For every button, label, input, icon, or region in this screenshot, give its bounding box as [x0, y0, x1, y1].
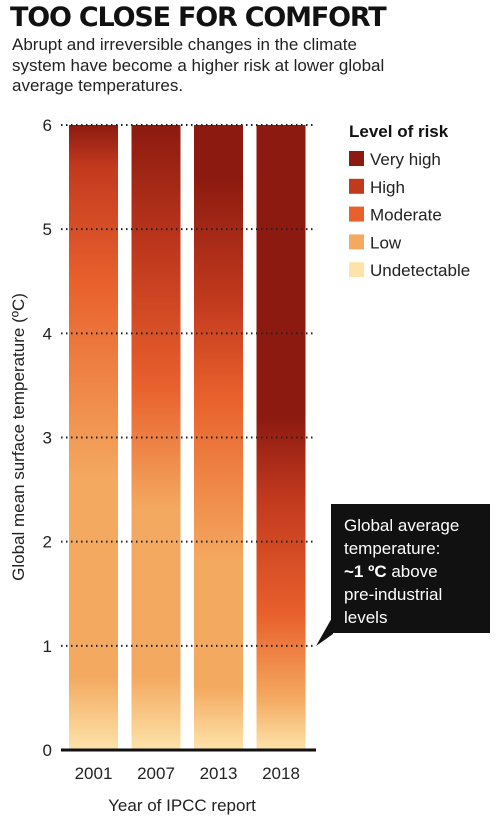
legend-title: Level of risk	[349, 122, 449, 141]
y-tick-label-2: 2	[43, 533, 52, 552]
y-tick-label-3: 3	[43, 429, 52, 448]
x-tick-label-2001: 2001	[75, 764, 113, 783]
callout-line-1: Global average	[344, 516, 459, 535]
callout-line-4: pre-industrial	[344, 585, 442, 604]
chart-title: TOO CLOSE FOR COMFORT	[10, 2, 387, 33]
y-tick-label-1: 1	[43, 637, 52, 656]
callout-line-3-rest: above	[387, 562, 438, 581]
legend-swatch-low	[349, 234, 364, 250]
x-ticks-group: 2001 2007 2013 2018	[75, 764, 300, 783]
annotation-callout: Global average temperature: ~1 ºC above …	[316, 504, 490, 646]
legend-label-moderate: Moderate	[370, 206, 442, 225]
y-tick-label-4: 4	[43, 324, 52, 343]
callout-line-3-bold: ~1 ºC	[344, 562, 387, 581]
callout-line-2: temperature:	[344, 539, 440, 558]
legend-swatch-undetectable	[349, 262, 364, 278]
y-tick-label-6: 6	[43, 116, 52, 135]
legend-label-low: Low	[370, 233, 402, 252]
x-tick-label-2007: 2007	[137, 764, 175, 783]
x-axis-label: Year of IPCC report	[108, 796, 256, 815]
x-tick-label-2013: 2013	[200, 764, 238, 783]
y-tick-label-0: 0	[43, 741, 52, 760]
legend-swatch-high	[349, 178, 364, 194]
y-tick-label-5: 5	[43, 220, 52, 239]
callout-box	[331, 504, 490, 633]
legend-swatch-moderate	[349, 206, 364, 222]
callout-pointer	[316, 616, 333, 646]
legend-swatch-very_high	[349, 151, 364, 166]
svg-text:Global average temperatu: Global average temperature: ~1 ºC above …	[344, 516, 464, 627]
x-tick-label-2018: 2018	[262, 764, 300, 783]
legend-label-high: High	[370, 178, 405, 197]
legend-group: Very high High Moderate Low Undetectable	[349, 150, 470, 280]
y-ticks-group: 0 1 2 3 4 5 6	[43, 116, 52, 760]
y-axis-label: Global mean surface temperature (ºC)	[9, 293, 28, 581]
chart-subtitle: Abrupt and irreversible changes in the c…	[12, 35, 385, 95]
legend-label-very_high: Very high	[370, 150, 441, 169]
callout-line-5: levels	[344, 608, 387, 627]
legend-label-undetectable: Undetectable	[370, 261, 470, 280]
